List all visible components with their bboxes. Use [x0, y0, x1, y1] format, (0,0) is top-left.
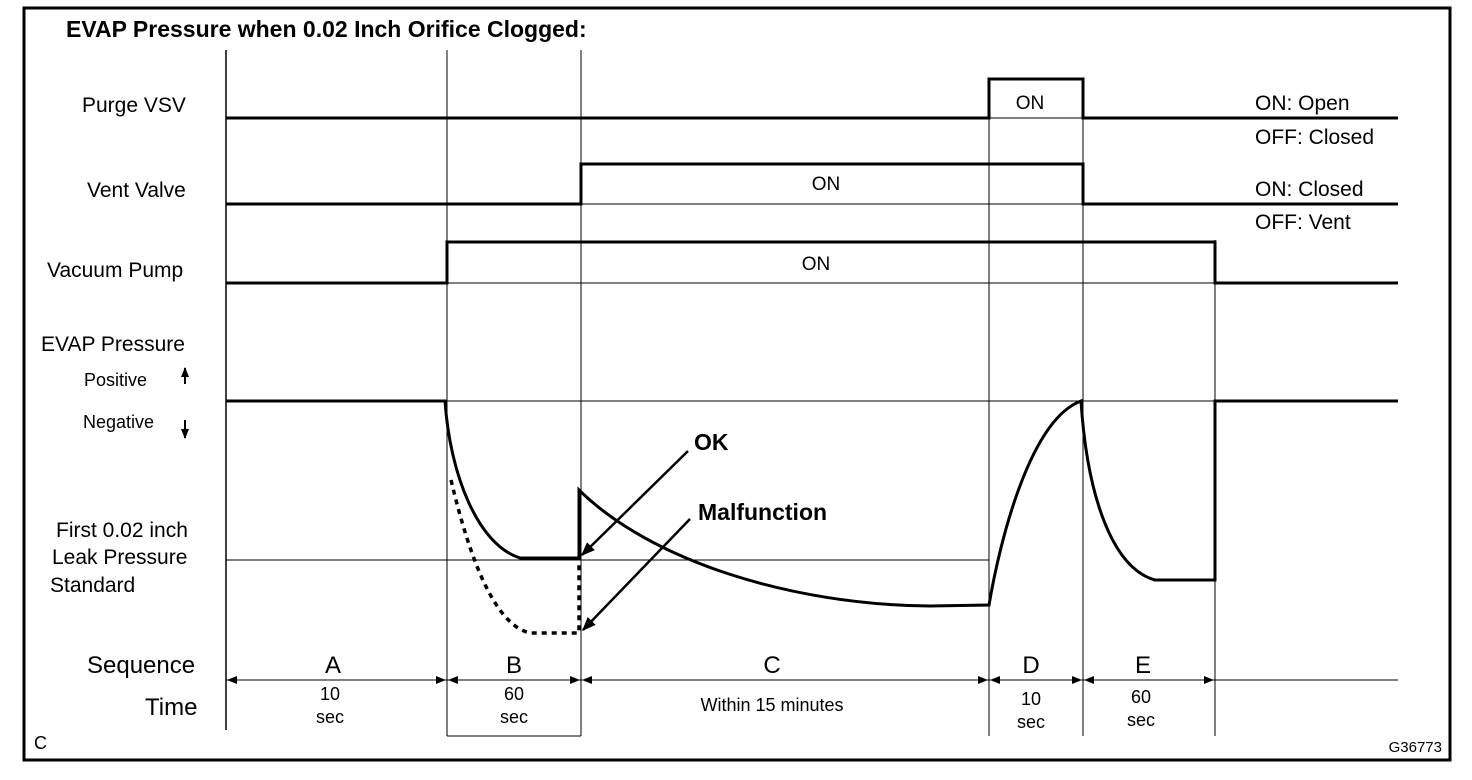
evap-pressure-label: EVAP Pressure [41, 333, 185, 356]
sequence-step-d: D [1022, 652, 1039, 679]
purge-vsv-legend-off: OFF: Closed [1255, 126, 1374, 149]
step-a-time-unit: sec [316, 707, 344, 727]
purge-vsv-on-text: ON [1016, 93, 1045, 114]
step-b-time-value: 60 [504, 684, 524, 704]
vent-valve-legend-on: ON: Closed [1255, 178, 1364, 201]
sequence-step-b: B [506, 652, 522, 679]
ok-annotation: OK [694, 429, 729, 455]
step-d-time-value: 10 [1021, 689, 1041, 709]
positive-label: Positive [84, 370, 147, 390]
vent-valve-on-text: ON [812, 174, 841, 195]
malfunction-arrow [582, 518, 691, 632]
figure-id: G36773 [1389, 739, 1442, 756]
step-e-time-unit: sec [1127, 710, 1155, 730]
step-d-time-unit: sec [1017, 712, 1045, 732]
malfunction-pressure-curve [449, 479, 581, 635]
vent-valve-legend-off: OFF: Vent [1255, 211, 1351, 234]
vacuum-pump-label: Vacuum Pump [47, 259, 183, 282]
sequence-step-c: C [763, 652, 780, 679]
phase-dividers [225, 50, 1216, 737]
step-c-time-value: Within 15 minutes [700, 695, 843, 715]
vacuum-pump-signal [226, 240, 1398, 285]
corner-label-left: C [34, 733, 47, 753]
sequence-step-e: E [1135, 652, 1151, 679]
vent-valve-signal [226, 162, 1398, 206]
diagram-frame [22, 6, 1452, 762]
purge-vsv-signal [226, 77, 1398, 120]
purge-vsv-legend-on: ON: Open [1255, 92, 1350, 115]
step-e-time-value: 60 [1131, 687, 1151, 707]
diagram-title: EVAP Pressure when 0.02 Inch Orifice Clo… [66, 16, 587, 42]
sequence-step-a: A [325, 652, 341, 679]
purge-vsv-label: Purge VSV [82, 94, 186, 117]
sequence-label: Sequence [87, 652, 195, 679]
ok-arrow [581, 450, 689, 556]
malfunction-annotation: Malfunction [698, 499, 827, 525]
evap-pressure-curve [226, 398, 1398, 608]
standard-label-line2: Leak Pressure [52, 546, 187, 569]
standard-label-line3: Standard [50, 574, 135, 597]
vent-valve-label: Vent Valve [87, 179, 186, 202]
negative-label: Negative [83, 412, 154, 432]
standard-label-line1: First 0.02 inch [56, 519, 188, 542]
step-a-time-value: 10 [320, 684, 340, 704]
time-label: Time [145, 694, 197, 721]
vacuum-pump-on-text: ON [802, 254, 831, 275]
step-b-time-unit: sec [500, 707, 528, 727]
